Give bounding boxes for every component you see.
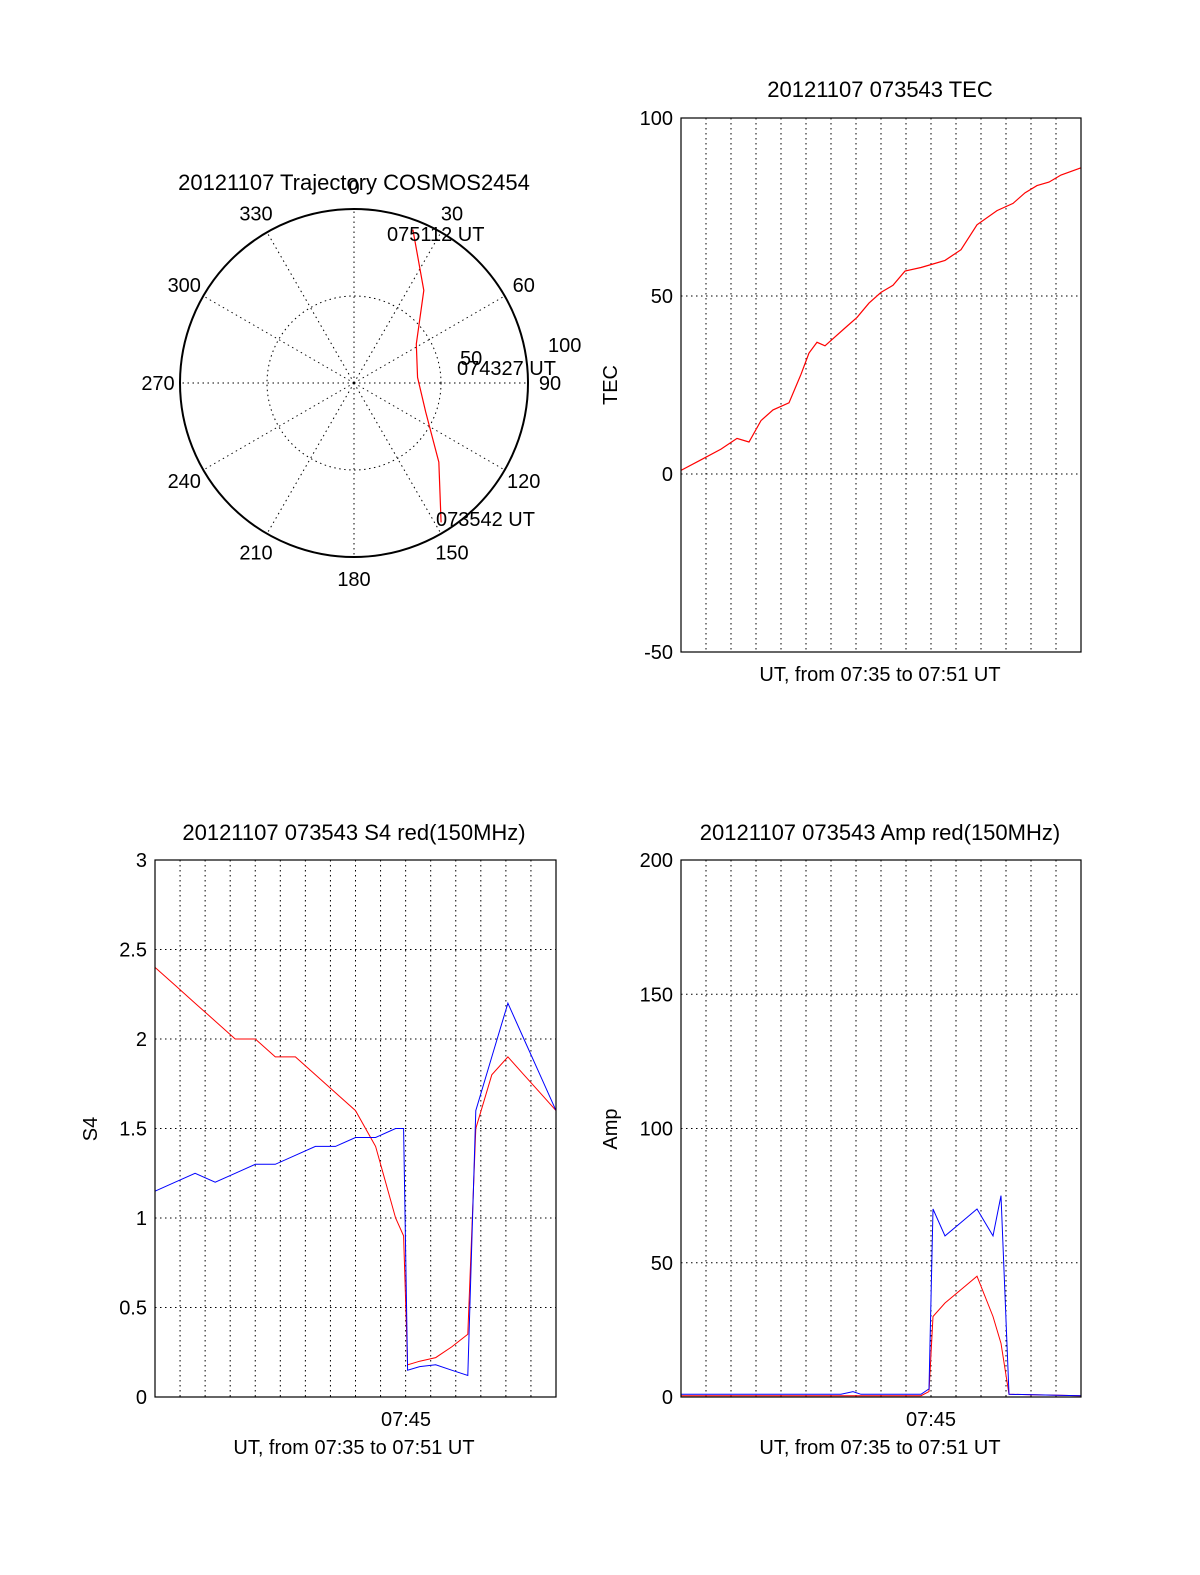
annotation-end-time: 075112 UT	[387, 224, 484, 246]
polar-grid	[180, 209, 528, 557]
s4-chart: 20121107 073543 S4 red(150MHz) 0 0.5 1 1.5 2…	[80, 820, 557, 1459]
polar-angle-labels: 0 30 60 90 120 150 180 210 240 270 300 330	[141, 177, 561, 591]
ytick-0: 0	[662, 464, 673, 486]
ytick--50: -50	[644, 642, 673, 664]
annotation-start-time: 073542 UT	[436, 509, 535, 531]
tec-series-line	[680, 167, 1082, 471]
ytick-2: 2	[136, 1029, 147, 1051]
amp-title: 20121107 073543 Amp red(150MHz)	[700, 820, 1060, 845]
angle-label-240: 240	[168, 471, 201, 493]
tec-grid	[681, 118, 1081, 652]
s4-xtick-0745: 07:45	[381, 1409, 431, 1431]
s4-xlabel: UT, from 07:35 to 07:51 UT	[233, 1437, 474, 1459]
tec-y-ticks: -50 0 50 100	[640, 108, 673, 664]
tec-plot-frame	[680, 117, 1082, 653]
ytick-50: 50	[651, 1253, 673, 1275]
polar-ring-50	[266, 295, 442, 471]
angle-label-30: 30	[441, 203, 463, 225]
angle-label-90: 90	[539, 373, 561, 395]
amp-xtick-0745: 07:45	[906, 1409, 956, 1431]
s4-plot-frame	[154, 859, 557, 1398]
angle-label-300: 300	[168, 275, 201, 297]
tec-ylabel: TEC	[600, 365, 622, 405]
angle-label-270: 270	[141, 373, 174, 395]
angle-label-120: 120	[507, 471, 540, 493]
trajectory-polar-chart: 20121107 Trajectory COSMOS2454 0 30 60 90 12…	[141, 170, 581, 591]
radius-label-50: 50	[460, 348, 482, 370]
ytick-150: 150	[640, 984, 673, 1006]
tec-chart: 20121107 073543 TEC -50 0 50 100 TEC UT, fr…	[600, 77, 1082, 686]
polar-spoke-150	[353, 382, 442, 534]
amp-red-series	[681, 1275, 1082, 1397]
amp-grid	[681, 860, 1081, 1397]
s4-red-series	[154, 967, 557, 1366]
polar-spoke-30	[353, 232, 442, 384]
ytick-0.5: 0.5	[119, 1298, 147, 1320]
polar-spoke-210	[266, 382, 355, 534]
angle-label-210: 210	[239, 543, 272, 565]
radius-label-100: 100	[548, 335, 581, 357]
s4-grid	[155, 860, 556, 1397]
s4-y-ticks: 0 0.5 1 1.5 2 2.5 3	[119, 850, 147, 1409]
ytick-0: 0	[136, 1387, 147, 1409]
trajectory-title: 20121107 Trajectory COSMOS2454	[178, 170, 530, 195]
ytick-0: 0	[662, 1387, 673, 1409]
ytick-50: 50	[651, 286, 673, 308]
ytick-3: 3	[136, 850, 147, 872]
angle-label-60: 60	[513, 275, 535, 297]
amp-ylabel: Amp	[600, 1108, 622, 1149]
polar-spoke-300	[203, 295, 355, 384]
amp-xlabel: UT, from 07:35 to 07:51 UT	[759, 1437, 1000, 1459]
ytick-2.5: 2.5	[119, 940, 147, 962]
polar-spoke-330	[266, 232, 355, 384]
tec-xlabel: UT, from 07:35 to 07:51 UT	[759, 664, 1000, 686]
s4-blue-series	[154, 1001, 557, 1377]
polar-spoke-120	[353, 382, 505, 471]
ytick-200: 200	[640, 850, 673, 872]
polar-outer-circle	[179, 208, 529, 558]
polar-spoke-240	[203, 382, 355, 471]
s4-ylabel: S4	[80, 1117, 102, 1141]
angle-label-150: 150	[435, 543, 468, 565]
amp-blue-series	[681, 1195, 1082, 1397]
tec-title: 20121107 073543 TEC	[767, 77, 993, 102]
ytick-100: 100	[640, 1119, 673, 1141]
amp-plot-frame	[680, 859, 1082, 1398]
polar-spoke-60	[353, 295, 505, 384]
ytick-100: 100	[640, 108, 673, 130]
angle-label-330: 330	[239, 203, 272, 225]
s4-title: 20121107 073543 S4 red(150MHz)	[182, 820, 525, 845]
angle-label-0: 0	[348, 177, 359, 199]
amp-chart: 20121107 073543 Amp red(150MHz) 0 50 100 15…	[600, 820, 1082, 1459]
ytick-1.5: 1.5	[119, 1119, 147, 1141]
angle-label-180: 180	[337, 569, 370, 591]
amp-y-ticks: 0 50 100 150 200	[640, 850, 673, 1409]
trajectory-line	[412, 229, 442, 523]
annotation-mid-time: 074327 UT	[457, 358, 556, 380]
ytick-1: 1	[136, 1208, 147, 1230]
